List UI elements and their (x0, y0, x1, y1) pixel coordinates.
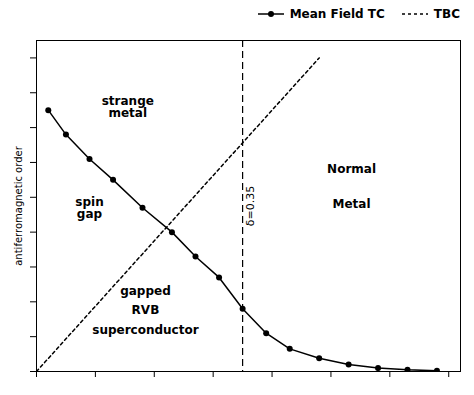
svg-text:spingap: spingap (75, 195, 103, 221)
svg-text:δ=0.35: δ=0.35 (244, 186, 257, 226)
svg-text:Metal: Metal (333, 197, 371, 211)
html-text:Mean Field TC: Mean Field TC (289, 7, 385, 21)
svg-text:gapped: gapped (120, 284, 171, 298)
svg-text:RVB: RVB (132, 303, 160, 317)
html-text:TBC: TBC (433, 7, 460, 21)
svg-text:Normal: Normal (327, 162, 376, 176)
svg-text:superconductor: superconductor (92, 323, 198, 337)
svg-text:strangemetal: strangemetal (102, 94, 154, 120)
svg-text:antiferromagnetic order: antiferromagnetic order (13, 145, 24, 265)
